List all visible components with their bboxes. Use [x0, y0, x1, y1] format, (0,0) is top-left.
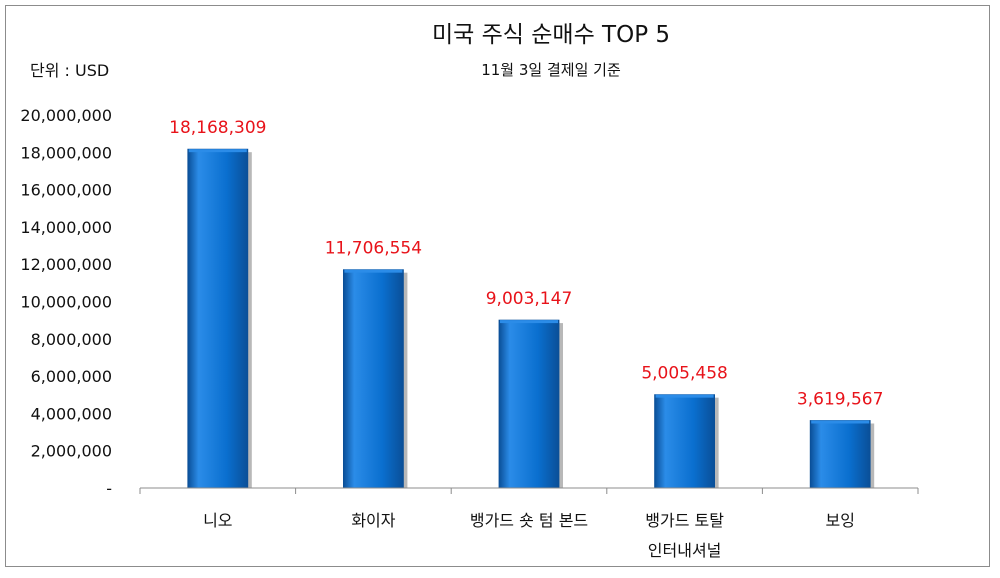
- data-label: 9,003,147: [486, 289, 573, 309]
- x-category-label: 뱅가드 숏 텀 본드: [470, 511, 588, 530]
- y-tick-label: 12,000,000: [20, 255, 112, 274]
- x-category-label: 니오: [203, 511, 232, 530]
- bar-bevel-top: [188, 149, 247, 153]
- bars-group: [187, 148, 875, 489]
- y-tick-label: 6,000,000: [31, 367, 112, 386]
- bar: [654, 394, 715, 489]
- y-tick-label: 8,000,000: [31, 330, 112, 349]
- chart-subtitle: 11월 3일 결제일 기준: [481, 61, 621, 79]
- y-tick-label: 18,000,000: [20, 143, 112, 162]
- data-label: 18,168,309: [169, 118, 266, 138]
- y-tick-label: 20,000,000: [20, 106, 112, 125]
- y-tick-label: 10,000,000: [20, 293, 112, 312]
- y-tick-label: 4,000,000: [31, 404, 112, 423]
- data-labels-group: 18,168,309 11,706,554 9,003,147 5,005,458 3,…: [169, 118, 883, 409]
- x-category-label: 보잉: [825, 511, 854, 530]
- y-tick-label: 2,000,000: [31, 442, 112, 461]
- bar-bevel-top: [500, 320, 558, 324]
- unit-label: 단위 : USD: [30, 61, 109, 80]
- x-axis: [139, 487, 919, 494]
- bar: [342, 269, 404, 489]
- bar-bevel-top: [344, 269, 403, 273]
- y-tick-label: 14,000,000: [20, 218, 112, 237]
- bar-bevel-top: [811, 420, 870, 424]
- bar: [187, 148, 249, 489]
- x-category-label: 화이자: [351, 511, 395, 530]
- y-tick-label: 16,000,000: [20, 181, 112, 200]
- bar: [498, 319, 560, 489]
- y-tick-label: -: [106, 479, 112, 498]
- x-category-label: 뱅가드 토탈: [645, 511, 724, 530]
- chart-title: 미국 주식 순매수 TOP 5: [432, 22, 670, 48]
- data-label: 3,619,567: [797, 389, 884, 409]
- data-label: 11,706,554: [325, 239, 422, 259]
- data-label: 5,005,458: [641, 364, 728, 384]
- x-category-label: 인터내셔널: [648, 541, 722, 560]
- bar: [809, 420, 871, 489]
- bar-bevel-top: [655, 394, 714, 398]
- y-axis-ticks: - 2,000,000 4,000,000 6,000,000 8,000,000 10,…: [20, 106, 112, 498]
